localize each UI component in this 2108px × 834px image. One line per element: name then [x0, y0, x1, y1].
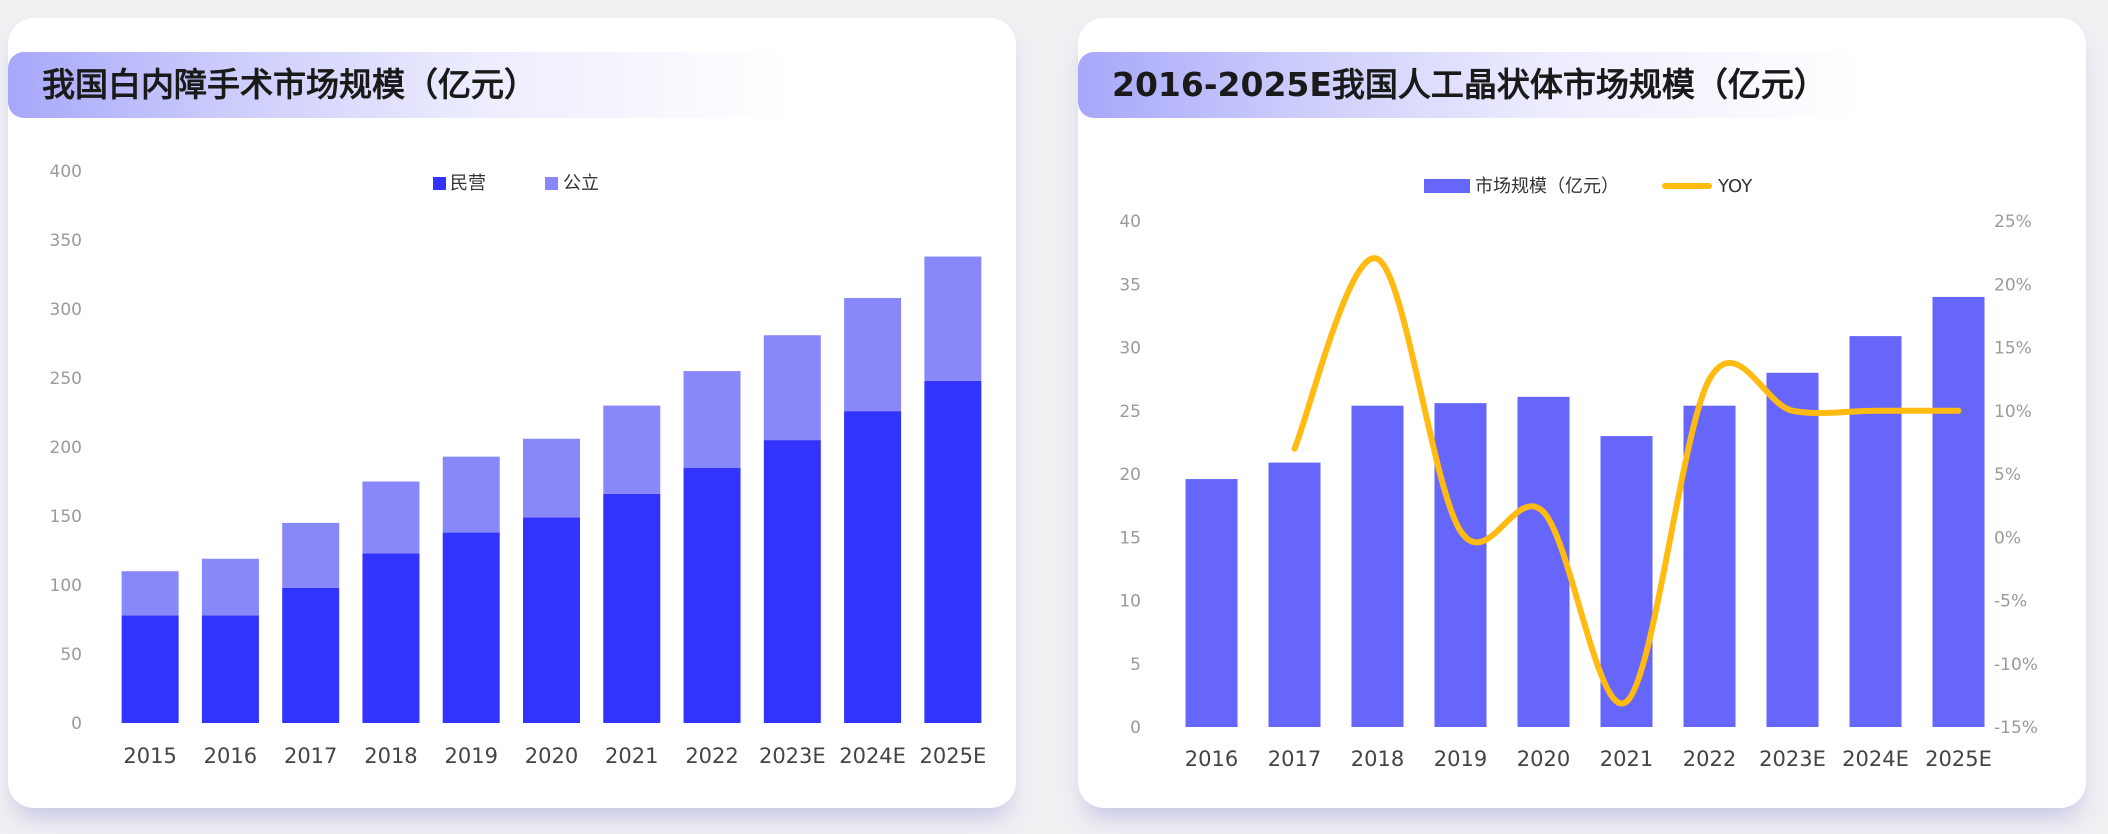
- y2-tick-label: -15%: [1994, 718, 2038, 738]
- legend-label-yoy: YOY: [1717, 176, 1753, 197]
- y-tick-label: 10: [1119, 592, 1141, 612]
- x-tick-label: 2017: [1268, 747, 1321, 771]
- bar-market-size: [1185, 479, 1238, 727]
- legend-label-public: 公立: [563, 173, 599, 194]
- y-tick-label: 100: [50, 576, 82, 596]
- bar-public: [844, 297, 902, 412]
- bar-public: [523, 438, 580, 518]
- legend-swatch-public: [545, 177, 558, 190]
- bar-private: [442, 532, 500, 723]
- bar-public: [763, 335, 821, 441]
- right-chart-svg: 市场规模（亿元） YOY 0 5 10 15 20 25 30 35 40 -15% -10% -5%…: [1119, 176, 2038, 771]
- x-tick-label: 2025E: [1925, 747, 1992, 771]
- y-tick-label: 250: [50, 369, 82, 389]
- y-tick-label: 200: [50, 438, 82, 458]
- y2-tick-label: -5%: [1994, 592, 2027, 612]
- left-chart-card: 我国白内障手术市场规模（亿元） 民营 公立 0 50 100 150 200 250 300…: [8, 18, 1016, 808]
- bar-market-size: [1434, 403, 1487, 727]
- right-chart-title: 2016-2025E我国人工晶状体市场规模（亿元）: [1112, 65, 1827, 104]
- y2-tick-label: 15%: [1994, 339, 2032, 359]
- x-tick-label: 2017: [284, 744, 337, 768]
- bar-public: [362, 481, 420, 554]
- right-chart-card: 2016-2025E我国人工晶状体市场规模（亿元） 市场规模（亿元） YOY 0…: [1078, 18, 2086, 808]
- y-tick-label: 150: [50, 507, 82, 527]
- legend-label-market-size: 市场规模（亿元）: [1475, 176, 1619, 197]
- x-tick-label: 2019: [445, 744, 498, 768]
- bar-market-size: [1600, 436, 1653, 727]
- x-tick-label: 2021: [605, 744, 658, 768]
- x-tick-label: 2016: [1185, 747, 1238, 771]
- bar-private: [121, 615, 179, 723]
- bar-public: [603, 405, 661, 494]
- legend-swatch-market-size: [1424, 179, 1470, 193]
- bar-private: [362, 553, 420, 723]
- y-tick-label: 15: [1119, 528, 1141, 548]
- y-tick-label: 20: [1119, 465, 1141, 485]
- left-chart-title: 我国白内障手术市场规模（亿元）: [42, 65, 537, 104]
- y-tick-label: 30: [1119, 339, 1141, 359]
- bar-private: [924, 380, 982, 723]
- x-tick-label: 2018: [1351, 747, 1404, 771]
- left-legend: 民营 公立: [433, 173, 599, 194]
- bar-private: [683, 467, 741, 723]
- bar-public: [121, 571, 179, 616]
- x-tick-label: 2024E: [1842, 747, 1909, 771]
- bar-public: [924, 256, 982, 381]
- x-tick-label: 2015: [123, 744, 176, 768]
- legend-swatch-private: [433, 177, 446, 190]
- right-legend: 市场规模（亿元） YOY: [1424, 176, 1753, 197]
- bar-market-size: [1268, 462, 1321, 727]
- bar-public: [201, 558, 259, 616]
- bar-market-size: [1683, 405, 1736, 727]
- y2-tick-label: -10%: [1994, 655, 2038, 675]
- y-tick-label: 25: [1119, 402, 1141, 422]
- y-tick-label: 35: [1119, 275, 1141, 295]
- y-tick-label: 0: [71, 714, 82, 734]
- bar-market-size: [1849, 336, 1902, 727]
- y-tick-label: 50: [60, 645, 82, 665]
- y-tick-label: 350: [50, 231, 82, 251]
- y2-tick-label: 5%: [1994, 465, 2021, 485]
- x-tick-label: 2016: [204, 744, 257, 768]
- x-tick-label: 2022: [1683, 747, 1736, 771]
- bar-private: [603, 493, 661, 723]
- y-tick-label: 40: [1119, 212, 1141, 232]
- x-tick-label: 2025E: [920, 744, 987, 768]
- bar-private: [523, 517, 580, 723]
- x-tick-label: 2020: [1517, 747, 1570, 771]
- bar-public: [442, 456, 500, 533]
- x-tick-label: 2023E: [1759, 747, 1826, 771]
- x-tick-label: 2021: [1600, 747, 1653, 771]
- x-tick-label: 2018: [364, 744, 417, 768]
- bar-market-size: [1351, 405, 1404, 727]
- bar-private: [282, 587, 340, 723]
- y-tick-label: 5: [1130, 655, 1141, 675]
- bar-market-size: [1766, 372, 1819, 727]
- legend-swatch-yoy: [1662, 183, 1712, 189]
- y2-tick-label: 20%: [1994, 275, 2032, 295]
- y-tick-label: 300: [50, 300, 82, 320]
- left-chart-svg: 民营 公立 0 50 100 150 200 250 300 350 400 2015 2016 20…: [50, 162, 987, 768]
- bar-market-size: [1517, 396, 1570, 727]
- bar-public: [282, 522, 340, 588]
- x-tick-label: 2019: [1434, 747, 1487, 771]
- bar-private: [844, 411, 902, 723]
- x-tick-label: 2024E: [839, 744, 906, 768]
- y2-tick-label: 25%: [1994, 212, 2032, 232]
- x-tick-label: 2022: [685, 744, 738, 768]
- left-title-bar: 我国白内障手术市场规模（亿元）: [8, 52, 788, 118]
- bar-private: [201, 615, 259, 723]
- x-tick-label: 2020: [525, 744, 578, 768]
- bar-market-size: [1932, 296, 1985, 727]
- y-tick-label: 400: [50, 162, 82, 182]
- x-tick-label: 2023E: [759, 744, 826, 768]
- line-yoy: [1291, 255, 1962, 707]
- y2-tick-label: 10%: [1994, 402, 2032, 422]
- legend-label-private: 民营: [450, 173, 486, 194]
- right-title-bar: 2016-2025E我国人工晶状体市场规模（亿元）: [1078, 52, 1858, 118]
- bar-public: [683, 371, 741, 468]
- bar-private: [763, 440, 821, 723]
- y2-tick-label: 0%: [1994, 528, 2021, 548]
- y-tick-label: 0: [1130, 718, 1141, 738]
